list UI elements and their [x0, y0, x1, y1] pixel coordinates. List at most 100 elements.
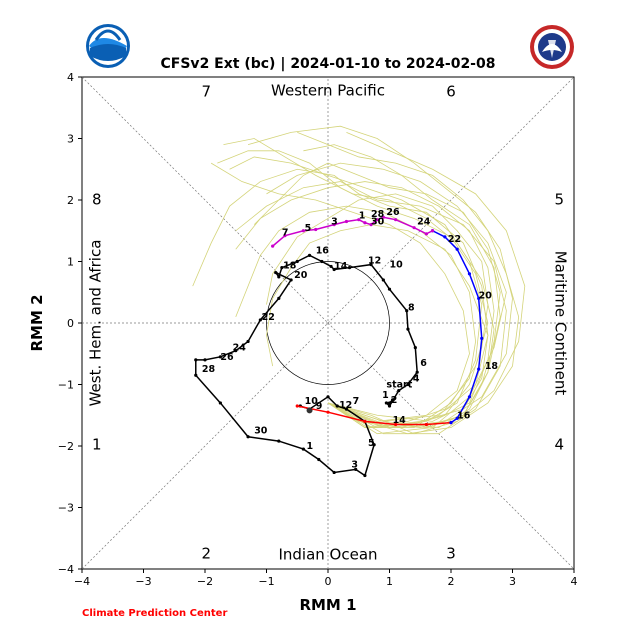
series-point-0-20 — [277, 275, 281, 279]
series-label-0-7: 12 — [368, 255, 381, 266]
series-point-0-43 — [326, 395, 330, 399]
series-label-3-6: 26 — [386, 207, 400, 218]
ensemble-member-11 — [266, 224, 489, 428]
phase-number-3: 4 — [554, 435, 564, 453]
series-point-0-3 — [387, 404, 392, 408]
x-tick-label-2: −2 — [197, 575, 213, 588]
series-point-0-5 — [406, 382, 410, 387]
series-point-0-42 — [335, 404, 339, 408]
series-point-3-14 — [430, 229, 435, 233]
ensemble-members — [192, 125, 526, 435]
series-label-0-13: 24 — [233, 343, 247, 354]
region-label-3: Maritime Continent — [551, 251, 569, 396]
phase-guides — [81, 76, 575, 570]
series-point-3-4 — [332, 223, 336, 227]
series-point-0-39 — [372, 443, 376, 447]
series-point-0-7 — [413, 346, 417, 350]
series-point-0-16 — [320, 259, 324, 264]
series-line-0 — [195, 254, 418, 477]
series-point-2-1 — [455, 416, 459, 420]
series-label-3-0: 7 — [282, 228, 289, 239]
ensemble-member-5 — [327, 131, 526, 435]
series-label-0-12: 22 — [262, 312, 275, 323]
x-tick-label-5: 1 — [386, 575, 393, 588]
series-point-0-8 — [406, 327, 410, 331]
phase-number-0: 1 — [92, 435, 102, 453]
series-point-2-8 — [443, 235, 447, 239]
x-tick-label-1: −3 — [135, 575, 151, 588]
series-point-0-23 — [277, 296, 281, 300]
y-tick-label-2: −2 — [58, 440, 74, 453]
y-tick-label-6: 2 — [67, 194, 74, 207]
chart-title: CFSv2 Ext (bc) | 2024-01-10 to 2024-02-0… — [161, 56, 496, 72]
series-point-0-41 — [344, 407, 349, 411]
x-tick-label-8: 4 — [571, 575, 578, 588]
phase-number-1: 2 — [201, 545, 211, 563]
series-label-0-14: 26 — [220, 352, 234, 363]
series-point-0-25 — [246, 339, 250, 344]
series-point-3-11 — [394, 218, 398, 222]
series-label-0-11: 20 — [294, 270, 308, 281]
ensemble-member-7 — [210, 162, 470, 422]
series-label-0-6: 10 — [390, 260, 404, 271]
series-point-1-4 — [424, 422, 428, 427]
series-point-0-30 — [194, 373, 198, 377]
series-label-3-4: 28 — [371, 209, 385, 220]
phase-number-7: 8 — [92, 191, 102, 209]
region-label-2: West. Hem. and Africa — [87, 240, 105, 407]
series-point-0-6 — [415, 370, 419, 374]
ensemble-member-14 — [223, 138, 495, 428]
series-point-0-33 — [277, 439, 281, 443]
series-point-0-24 — [258, 318, 262, 322]
series-label-1-0: 14 — [393, 415, 407, 426]
series-point-3-8 — [369, 223, 373, 227]
series-label-0-19: 5 — [368, 438, 375, 449]
series-point-0-9 — [405, 309, 409, 313]
series-label-3-1: 5 — [305, 223, 312, 234]
series-line-1 — [297, 405, 452, 426]
series-point-0-28 — [203, 358, 207, 362]
series-label-0-15: 28 — [202, 364, 216, 375]
x-tick-label-3: −1 — [258, 575, 274, 588]
series-label-0-3: 4 — [413, 373, 420, 384]
series-point-0-36 — [332, 470, 336, 475]
series-point-2-6 — [467, 272, 472, 276]
series-label-0-20: 7 — [353, 396, 360, 407]
series-label-0-23: 12 — [339, 400, 352, 411]
series-point-0-13 — [347, 266, 352, 270]
series-point-2-2 — [467, 395, 472, 399]
y-tick-label-7: 3 — [67, 133, 74, 146]
series-label-3-3: 1 — [359, 210, 366, 221]
series-label-0-2: 2 — [391, 395, 398, 406]
series-point-0-11 — [381, 278, 385, 282]
series-point-0-31 — [218, 401, 222, 405]
nws-logo — [530, 25, 574, 69]
series-label-3-7: 24 — [417, 217, 431, 228]
series-label-2-0: 16 — [457, 410, 471, 421]
region-label-0: Western Pacific — [271, 82, 385, 100]
y-tick-label-1: −3 — [58, 502, 74, 515]
y-tick-label-3: −1 — [58, 379, 74, 392]
region-label-1: Indian Ocean — [278, 545, 377, 563]
series-label-0-18: 3 — [351, 460, 358, 471]
series-point-2-3 — [477, 367, 481, 371]
series-point-3-13 — [424, 232, 428, 236]
series-point-0-32 — [246, 435, 250, 439]
phase-number-6: 7 — [201, 82, 211, 100]
series-label-0-22: 9 — [316, 401, 323, 412]
ensemble-member-12 — [235, 181, 495, 422]
x-tick-label-0: −4 — [74, 575, 90, 588]
series-label-0-9: 16 — [316, 246, 330, 257]
series-point-2-4 — [480, 336, 484, 340]
noaa-logo — [86, 24, 130, 68]
series-point-3-9 — [375, 218, 379, 222]
series-point-3-7 — [363, 221, 367, 225]
series-label-0-8: 14 — [334, 261, 348, 272]
series-point-0-27 — [218, 355, 222, 359]
series-point-0-1 — [387, 401, 392, 405]
series-line-3 — [272, 216, 433, 247]
series-point-0-2 — [384, 401, 389, 405]
